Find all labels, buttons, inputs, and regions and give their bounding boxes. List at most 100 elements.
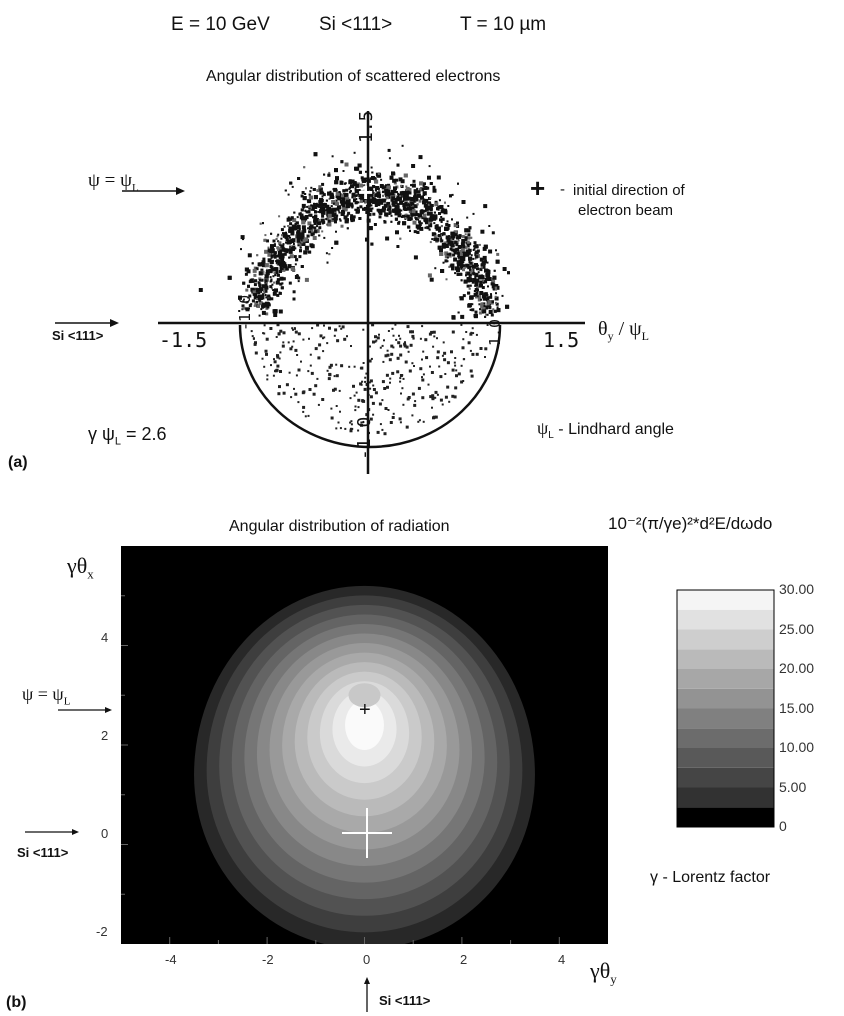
scatter-point [355, 183, 360, 188]
scatter-point [384, 188, 389, 193]
scatter-point [258, 277, 262, 281]
scatter-point [334, 328, 338, 332]
scatter-point [273, 358, 275, 361]
scatter-point [334, 240, 339, 245]
scatter-point [318, 343, 322, 347]
scatter-point [422, 200, 427, 205]
scatter-point [416, 225, 421, 230]
scatter-point [278, 241, 282, 245]
scatter-point [488, 249, 493, 254]
scatter-point [279, 351, 282, 354]
scatter-point [437, 208, 440, 211]
scatter-point [374, 200, 379, 205]
scatter-point [372, 212, 376, 216]
scatter-point [255, 296, 259, 300]
scatter-point [371, 401, 375, 405]
scatter-point [477, 271, 480, 274]
scatter-point [294, 275, 299, 279]
scatter-point [303, 166, 306, 169]
scatter-point [297, 241, 301, 245]
scatter-point [238, 295, 242, 300]
scatter-point [312, 208, 315, 211]
scatter-point [431, 406, 433, 409]
scatter-point [410, 184, 413, 187]
scatter-point [351, 204, 354, 207]
panel-b-si-left: Si <111> [17, 845, 69, 860]
scatter-point [361, 190, 365, 195]
colorbar-band [677, 649, 774, 669]
scatter-point [250, 287, 255, 292]
scatter-point [339, 410, 341, 413]
scatter-point [407, 217, 412, 221]
scatter-point [242, 281, 246, 285]
scatter-point [426, 226, 430, 230]
scatter-point [258, 314, 261, 317]
scatter-point [479, 347, 483, 350]
scatter-point [363, 184, 366, 187]
scatter-point [409, 229, 411, 232]
scatter-point [418, 419, 421, 422]
scatter-point [437, 234, 441, 237]
scatter-point [292, 297, 296, 301]
scatter-point [457, 266, 460, 269]
scatter-point [361, 380, 364, 383]
scatter-point [284, 234, 289, 239]
scatter-point [482, 246, 487, 251]
scatter-point [457, 372, 461, 376]
scatter-point [326, 261, 329, 264]
lorentz-label: γ - Lorentz factor [650, 869, 771, 886]
scatter-point [343, 201, 347, 205]
scatter-point [468, 256, 473, 261]
scatter-point [279, 261, 282, 264]
scatter-point [264, 234, 267, 237]
scatter-point [463, 279, 468, 284]
scatter-point [360, 421, 363, 424]
scatter-point [487, 298, 490, 301]
scatter-point [412, 179, 416, 183]
scatter-point [310, 229, 314, 233]
scatter-point [457, 311, 460, 314]
scatter-point [493, 286, 498, 291]
scatter-point [386, 185, 391, 190]
scatter-point [384, 212, 389, 217]
scatter-point [473, 290, 476, 293]
scatter-point [360, 423, 363, 427]
scatter-point [389, 175, 394, 180]
scatter-point [264, 312, 267, 315]
scatter-point [408, 191, 412, 195]
scatter-point [292, 243, 295, 245]
scatter-point [467, 229, 471, 233]
scatter-point [279, 249, 282, 252]
scatter-point [344, 182, 346, 185]
colorbar-band [677, 590, 774, 610]
scatter-point [469, 268, 471, 271]
scatter-point [390, 214, 393, 217]
scatter-point [312, 188, 316, 191]
scatter-point [300, 194, 304, 198]
scatter-point [345, 203, 350, 208]
scatter-point [447, 224, 451, 227]
scatter-point [460, 254, 464, 258]
scatter-point [479, 308, 482, 311]
scatter-point [423, 182, 426, 186]
scatter-point [398, 196, 403, 201]
scatter-point [316, 225, 318, 228]
scatter-point [480, 302, 484, 306]
scatter-point [418, 220, 422, 224]
scatter-point [346, 335, 348, 338]
scatter-point [395, 178, 399, 182]
scatter-point [328, 253, 331, 256]
scatter-point [363, 189, 367, 193]
scatter-point [247, 253, 252, 258]
scatter-point [468, 260, 471, 263]
scatter-point [330, 416, 334, 420]
scatter-point [478, 311, 482, 315]
scatter-point [416, 230, 420, 234]
scatter-point [432, 345, 435, 348]
scatter-point [365, 170, 367, 173]
scatter-point [398, 417, 402, 421]
scatter-point [394, 217, 398, 221]
scatter-point [444, 395, 448, 399]
scatter-point [470, 254, 473, 257]
